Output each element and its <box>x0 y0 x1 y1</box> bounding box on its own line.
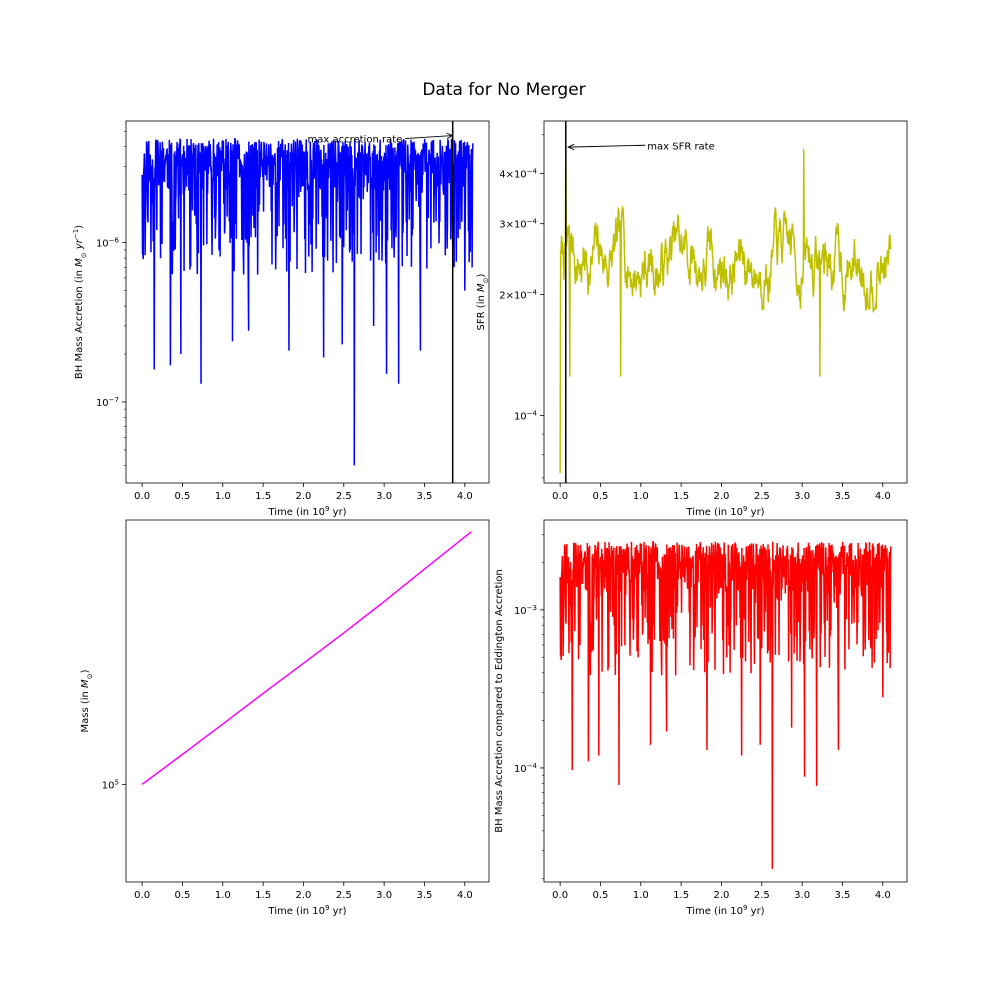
x-axis-label: Time (in 109 yr) <box>685 904 764 917</box>
x-tick-label: 2.5 <box>754 491 770 502</box>
series-line-eddington <box>559 541 892 869</box>
chart-bh_acc: max accretion rate 0.0 0.5 1.0 1.5 2.0 2.5 3.0 3… <box>72 120 490 518</box>
x-tick-label: 2.0 <box>296 890 312 901</box>
annotation-label: max accretion rate <box>308 135 403 146</box>
x-tick-label: 4.0 <box>457 890 473 901</box>
series-line-bh_acc <box>141 138 474 466</box>
annotation-arrow <box>568 144 646 148</box>
y-tick-label: 10−7 <box>96 396 119 409</box>
y-tick-label: 2×10−4 <box>499 289 537 302</box>
x-tick-label: 1.0 <box>633 890 649 901</box>
x-tick-label: 3.5 <box>835 491 851 502</box>
x-tick-label: 1.0 <box>215 890 231 901</box>
series-line-sfr <box>559 145 892 474</box>
x-tick-label: 0.5 <box>175 491 191 502</box>
x-tick-label: 1.5 <box>255 491 271 502</box>
plot-frame <box>125 519 490 883</box>
x-tick-label: 0.5 <box>593 491 609 502</box>
y-tick-label: 105 <box>102 778 119 791</box>
x-tick-label: 4.0 <box>875 491 891 502</box>
arrow-head <box>446 132 454 140</box>
x-tick-label: 3.5 <box>417 491 433 502</box>
x-tick-label: 2.0 <box>714 491 730 502</box>
chart-eddington: 0.0 0.5 1.0 1.5 2.0 2.5 3.0 3.5 4.0 10−4 10−3 Time … <box>494 519 908 917</box>
y-tick-label: 3×10−4 <box>499 218 537 231</box>
x-tick-label: 2.0 <box>296 491 312 502</box>
x-axis-label: Time (in 109 yr) <box>685 505 764 518</box>
plot-frame <box>543 120 908 484</box>
y-axis-label: Mass (in M⊙) <box>80 669 94 732</box>
y-tick-label: 4×10−4 <box>499 167 537 180</box>
y-tick-label: 10−4 <box>514 762 538 775</box>
x-tick-label: 3.5 <box>417 890 433 901</box>
chart-sfr: max SFR rate 0.0 0.5 1.0 1.5 2.0 2.5 3.0 3.5 4.0 1… <box>476 120 908 518</box>
x-tick-label: 3.0 <box>794 491 810 502</box>
x-tick-label: 4.0 <box>457 491 473 502</box>
y-tick-label: 10−3 <box>514 604 537 617</box>
x-tick-label: 1.0 <box>215 491 231 502</box>
y-axis-label: SFR (in M⊙) <box>476 273 490 330</box>
x-tick-label: 3.0 <box>376 491 392 502</box>
chart-mass: 0.0 0.5 1.0 1.5 2.0 2.5 3.0 3.5 4.0 105 Time (in 1… <box>80 519 490 917</box>
x-tick-label: 1.5 <box>673 491 689 502</box>
series-line-mass <box>141 531 472 785</box>
x-tick-label: 3.0 <box>376 890 392 901</box>
x-tick-label: 0.0 <box>134 890 150 901</box>
plot-frame <box>543 519 908 883</box>
arrow-head <box>567 143 575 151</box>
x-tick-label: 0.0 <box>134 491 150 502</box>
panels: max accretion rate 0.0 0.5 1.0 1.5 2.0 2.5 3.0 3… <box>72 120 908 917</box>
y-tick-label: 10−6 <box>96 237 120 250</box>
x-axis-label: Time (in 109 yr) <box>267 904 346 917</box>
x-tick-label: 2.5 <box>336 890 352 901</box>
x-tick-label: 2.5 <box>336 491 352 502</box>
x-tick-label: 2.0 <box>714 890 730 901</box>
x-tick-label: 1.5 <box>673 890 689 901</box>
annotation-label: max SFR rate <box>647 141 715 152</box>
x-tick-label: 4.0 <box>875 890 891 901</box>
figure-title: Data for No Merger <box>422 80 585 100</box>
x-tick-label: 1.0 <box>633 491 649 502</box>
y-axis-label: BH Mass Accretion compared to Eddington … <box>494 569 505 832</box>
y-tick-label: 10−4 <box>514 410 538 423</box>
x-tick-label: 3.5 <box>835 890 851 901</box>
x-axis-label: Time (in 109 yr) <box>267 505 346 518</box>
annotation-arrow <box>405 135 453 140</box>
x-tick-label: 0.5 <box>175 890 191 901</box>
y-axis-label: BH Mass Accretion (in M⊙ yr−1) <box>72 225 88 379</box>
x-tick-label: 1.5 <box>255 890 271 901</box>
x-tick-label: 2.5 <box>754 890 770 901</box>
x-tick-label: 3.0 <box>794 890 810 901</box>
plot-frame <box>125 120 490 484</box>
x-tick-label: 0.5 <box>593 890 609 901</box>
x-tick-label: 0.0 <box>552 890 568 901</box>
x-tick-label: 0.0 <box>552 491 568 502</box>
